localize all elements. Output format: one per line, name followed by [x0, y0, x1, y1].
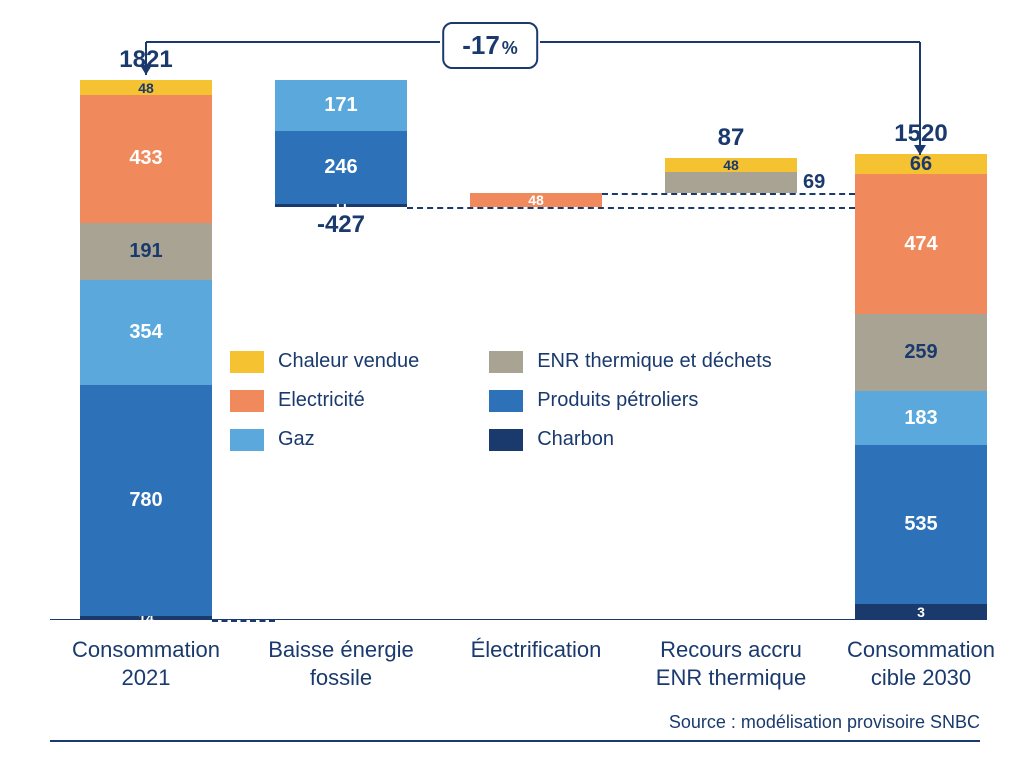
axis-label-enr: Recours accru ENR thermique	[635, 636, 827, 691]
segment-c2030-petroliers: 535	[855, 445, 987, 604]
segment-enr-chaleur: 48	[665, 158, 797, 172]
axis-label-c2030: Consommation cible 2030	[825, 636, 1017, 691]
segment-label: 171	[324, 94, 357, 117]
legend-label: Gaz	[278, 428, 315, 451]
legend-label: Charbon	[537, 428, 614, 451]
column-c2021: 14 780 354 191 433 48 1821	[80, 40, 212, 620]
segment-c2030-enr: 259	[855, 314, 987, 391]
legend-item-charbon: Charbon	[489, 428, 772, 451]
segment-c2021-electricite: 433	[80, 95, 212, 223]
segment-c2021-gaz: 354	[80, 280, 212, 385]
segment-c2021-charbon: 14	[80, 616, 212, 620]
segment-c2030-chaleur: 66	[855, 154, 987, 174]
axis-label-fossil: Baisse énergie fossile	[245, 636, 437, 691]
legend-label: Produits pétroliers	[537, 389, 698, 412]
legend-swatch-electricite	[230, 390, 264, 412]
legend-item-chaleur: Chaleur vendue	[230, 350, 419, 373]
legend-label: Chaleur vendue	[278, 350, 419, 373]
legend-item-enr: ENR thermique et déchets	[489, 350, 772, 373]
segment-label: 3	[917, 604, 925, 620]
column-total-c2030: 1520	[855, 120, 987, 148]
legend-swatch-enr	[489, 351, 523, 373]
legend-item-gaz: Gaz	[230, 428, 419, 451]
segment-label: 354	[129, 321, 162, 344]
dash-connector	[212, 620, 275, 622]
column-enr: 6948 87	[665, 40, 797, 620]
segment-label: 66	[910, 153, 932, 176]
legend-label: Electricité	[278, 389, 365, 412]
legend-item-petroliers: Produits pétroliers	[489, 389, 772, 412]
segment-fossil-charbon: 11	[275, 204, 407, 207]
segment-c2021-enr: 191	[80, 223, 212, 280]
legend-swatch-chaleur	[230, 351, 264, 373]
segment-label: 191	[129, 240, 162, 263]
column-delta-fossil: -427	[275, 211, 407, 239]
segment-c2030-charbon: 3	[855, 604, 987, 620]
segment-label: 48	[528, 192, 544, 208]
segment-label: 780	[129, 489, 162, 512]
segment-label: 474	[904, 233, 937, 256]
segment-label: 259	[904, 341, 937, 364]
segment-c2021-petroliers: 780	[80, 385, 212, 616]
segment-label: 183	[904, 407, 937, 430]
legend-swatch-petroliers	[489, 390, 523, 412]
segment-c2021-chaleur: 48	[80, 80, 212, 94]
segment-fossil-gaz: 171	[275, 80, 407, 131]
source-citation: Source : modélisation provisoire SNBC	[669, 712, 980, 733]
segment-c2030-gaz: 183	[855, 391, 987, 445]
column-total-c2021: 1821	[80, 46, 212, 74]
segment-c2030-electricite: 474	[855, 174, 987, 315]
percent-change-badge: -17%	[442, 22, 538, 69]
column-delta-enr: 87	[665, 124, 797, 152]
segment-label-external: 69	[803, 171, 825, 194]
segment-elec-electricite: 48	[470, 193, 602, 207]
segment-enr-enr: 69	[665, 172, 797, 192]
dash-connector	[602, 193, 855, 195]
segment-label: 48	[723, 157, 739, 173]
segment-label: 433	[129, 147, 162, 170]
legend-swatch-gaz	[230, 429, 264, 451]
segment-fossil-petroliers: 246	[275, 131, 407, 204]
segment-label: 48	[138, 80, 154, 96]
axis-label-c2021: Consommation 2021	[50, 636, 242, 691]
segment-label: 246	[324, 156, 357, 179]
axis-label-elec: Électrification	[440, 636, 632, 664]
column-c2030: 3 535 183 259 474 66 1520	[855, 40, 987, 620]
column-fossil: 11 246 171 -427	[275, 40, 407, 620]
legend-item-electricite: Electricité	[230, 389, 419, 412]
legend-label: ENR thermique et déchets	[537, 350, 772, 373]
dash-connector	[407, 207, 855, 209]
segment-label: 535	[904, 513, 937, 536]
source-divider	[50, 740, 980, 742]
legend: Chaleur vendue ENR thermique et déchets El…	[230, 350, 772, 451]
percent-unit: %	[502, 38, 518, 59]
percent-value: -17	[462, 30, 500, 61]
legend-swatch-charbon	[489, 429, 523, 451]
chart-area: 1478035419143348182111246171-42748694887…	[50, 40, 980, 620]
column-elec: 48	[470, 40, 602, 620]
